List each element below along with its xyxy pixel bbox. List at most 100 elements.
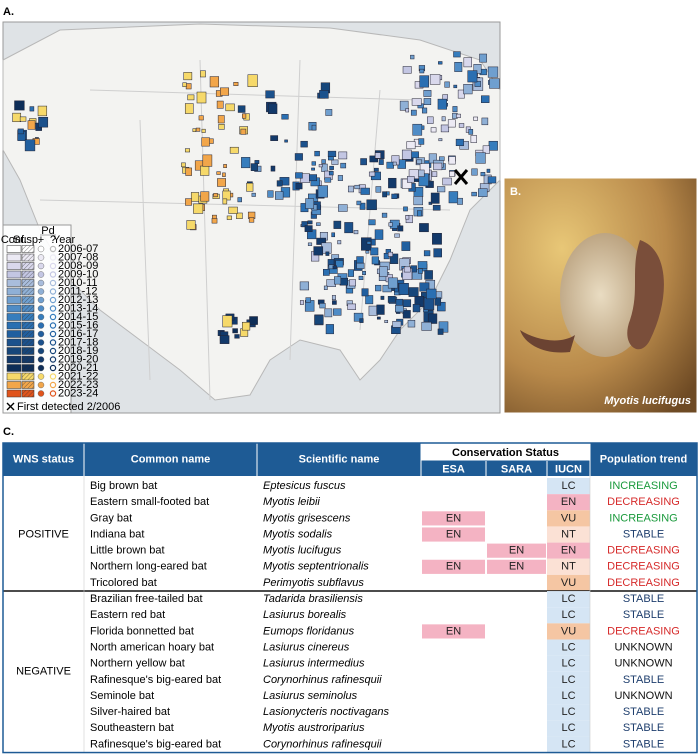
county: [356, 262, 365, 269]
county: [213, 193, 218, 198]
common-name: Big brown bat: [90, 480, 157, 492]
county: [29, 106, 35, 112]
county: [317, 185, 328, 198]
panel-label: A.: [3, 6, 14, 18]
county: [449, 170, 455, 177]
county: [439, 156, 445, 161]
legend-hatch: [22, 356, 34, 363]
county: [241, 321, 251, 331]
county: [455, 138, 464, 147]
county: [209, 76, 219, 88]
county: [431, 171, 438, 177]
county: [222, 315, 233, 328]
county: [222, 198, 228, 205]
county: [237, 105, 246, 113]
county: [17, 128, 24, 135]
county: [398, 283, 409, 295]
wns-status: NEGATIVE: [16, 666, 71, 678]
county: [185, 83, 192, 90]
county: [247, 74, 258, 87]
legend-swatch: [6, 355, 22, 364]
county: [226, 215, 232, 220]
legend-hatch: [22, 245, 34, 253]
common-name: Eastern small-footed bat: [90, 496, 209, 508]
bat-wing: [627, 240, 664, 350]
county: [454, 62, 463, 72]
county: [453, 51, 461, 58]
status-cell: [422, 511, 485, 526]
legend-header: +: [38, 234, 44, 246]
legend-year: 2007-08: [58, 251, 98, 263]
county: [360, 158, 367, 166]
county: [371, 256, 379, 265]
county: [402, 299, 412, 308]
county: [487, 176, 497, 184]
county: [223, 164, 227, 168]
county: [475, 152, 486, 164]
county: [190, 192, 200, 202]
county: [331, 159, 339, 165]
county: [376, 316, 381, 320]
common-name: Gray bat: [90, 512, 132, 524]
legend-ring: [49, 305, 57, 312]
legend-dot: [37, 245, 45, 253]
county: [389, 253, 399, 264]
county: [456, 113, 461, 118]
county: [216, 171, 221, 175]
status-text: EN: [561, 496, 576, 508]
status-text: LC: [561, 706, 575, 718]
county: [234, 334, 240, 339]
legend-dot: [37, 381, 45, 389]
county: [202, 154, 213, 167]
status-cell: [547, 478, 590, 495]
county: [329, 165, 334, 170]
status-cell: [422, 624, 485, 639]
county: [392, 321, 402, 328]
legend-year: 2019-20: [58, 353, 98, 365]
county: [423, 98, 432, 105]
status-text: LC: [561, 738, 575, 750]
common-name: Eastern red bat: [90, 609, 165, 621]
status-cell: [487, 559, 546, 574]
county: [392, 161, 397, 166]
scientific-name: Tadarida brasiliensis: [263, 593, 363, 605]
county: [314, 150, 320, 157]
legend-year: 2023-24: [58, 387, 98, 399]
status-cell: [547, 558, 590, 575]
county: [412, 304, 421, 313]
county: [412, 123, 423, 136]
county: [338, 204, 348, 212]
legend-year: 2006-07: [58, 243, 98, 255]
common-name: Silver-haired bat: [90, 706, 170, 718]
legend-hatch: [22, 305, 34, 312]
status-text: EN: [446, 528, 461, 540]
legend-hatch: [22, 364, 34, 372]
county: [474, 80, 481, 87]
county: [411, 98, 422, 106]
scientific-name: Lasionycteris noctivagans: [263, 706, 389, 718]
county: [211, 218, 218, 224]
county: [387, 251, 393, 257]
borders: [39, 59, 451, 401]
legend-ring: [49, 381, 57, 389]
status-cell: [547, 720, 590, 737]
county: [193, 203, 204, 214]
status-cell: [547, 494, 590, 511]
county: [299, 300, 304, 305]
legend-dot: [37, 347, 45, 355]
county: [370, 247, 379, 256]
county: [366, 199, 377, 211]
county: [407, 319, 416, 328]
county: [335, 260, 344, 268]
legend-year: 2021-22: [58, 370, 98, 382]
county: [482, 145, 490, 154]
status-cell: [547, 671, 590, 688]
status-cell: [547, 655, 590, 672]
county: [427, 313, 438, 324]
county: [338, 151, 348, 160]
legend-year: 2009-10: [58, 268, 98, 280]
county: [360, 187, 370, 195]
legend-header: Conf.: [1, 234, 27, 246]
first-detected-marker: [453, 169, 469, 185]
